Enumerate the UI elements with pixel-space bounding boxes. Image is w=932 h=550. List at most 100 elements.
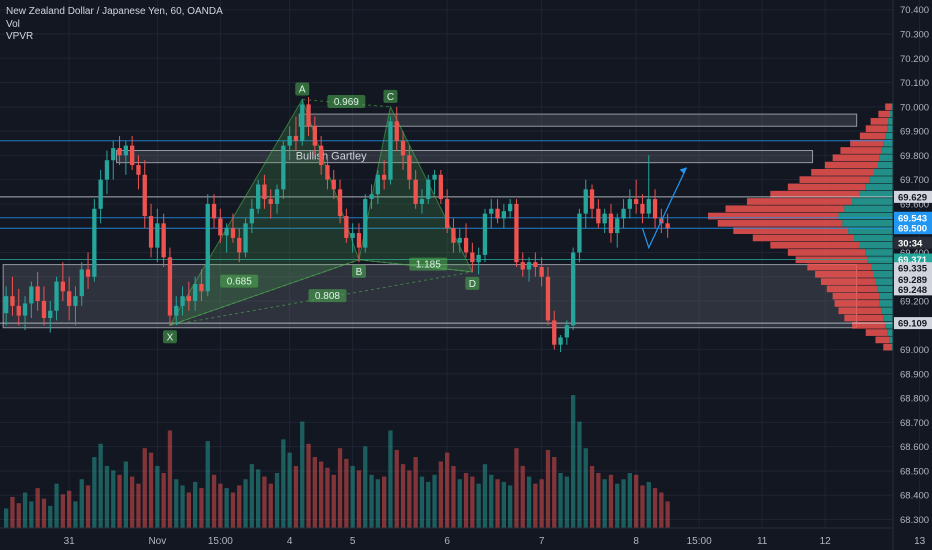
volume-bar — [419, 476, 425, 528]
vpvr-indicator-label[interactable]: VPVR — [6, 31, 34, 42]
volume-indicator-label[interactable]: Vol — [6, 18, 20, 30]
time-axis[interactable]: 31 Nov 15:00 4 5 6 7 8 15:00 11 12 13 — [0, 527, 926, 547]
candle-body — [142, 174, 147, 217]
price-label-bg — [894, 262, 932, 275]
candle-body — [312, 126, 317, 146]
projection-line — [641, 167, 688, 250]
vpvr-row-up — [879, 300, 893, 307]
candle-body — [432, 174, 437, 180]
volume-bar — [161, 473, 166, 528]
volume-bar — [331, 474, 336, 528]
volume-bar — [526, 476, 532, 528]
vpvr-row-up — [854, 234, 893, 242]
volume-bar — [363, 446, 368, 528]
candle-body — [199, 284, 204, 292]
candle-body — [337, 189, 343, 217]
price-label: 69.500 — [898, 224, 927, 235]
price-tick-label: 68.900 — [900, 369, 929, 380]
time-tick-label: 11 — [757, 536, 768, 547]
pattern-point-label: B — [356, 267, 363, 278]
vpvr-row-up — [844, 205, 893, 213]
candle-body — [111, 148, 116, 161]
vpvr-row-down — [865, 125, 888, 133]
vpvr-row-down — [770, 190, 860, 198]
candle-body — [281, 145, 286, 190]
volume-bar — [268, 483, 273, 528]
candle-body — [482, 213, 488, 255]
candle-body — [98, 179, 103, 209]
candle-body — [92, 208, 97, 277]
candle-body — [564, 325, 569, 338]
volume-bar — [287, 452, 292, 528]
volume-bar — [495, 479, 500, 528]
volume-bar — [356, 470, 362, 528]
price-label: 69.289 — [898, 275, 927, 286]
candle-body — [445, 199, 450, 229]
pattern-point-label: X — [167, 332, 174, 343]
candle-body — [161, 223, 166, 258]
vpvr-row-up — [890, 110, 893, 118]
candle-body — [148, 216, 154, 248]
volume-bar — [583, 448, 588, 528]
pattern-point-label-bg — [162, 330, 177, 344]
candle-body — [117, 148, 122, 156]
candle-body — [287, 135, 292, 146]
vpvr-row-up — [879, 292, 893, 300]
zone-rectangle — [116, 150, 814, 164]
vpvr-row-up — [842, 219, 893, 227]
vpvr-row-down — [799, 176, 870, 183]
vpvr-row-up — [859, 190, 893, 198]
zone-rectangle — [298, 113, 858, 127]
volume-bar — [533, 483, 538, 528]
candle-body — [237, 237, 242, 253]
candle-body — [526, 262, 532, 270]
volume-bar — [281, 439, 286, 528]
volume-bar — [136, 483, 141, 528]
pattern-point-label-bg — [383, 89, 398, 103]
volume-bar — [274, 473, 280, 528]
candle-body — [489, 208, 494, 214]
candle-body — [174, 305, 179, 316]
volume-bar — [111, 470, 116, 528]
vpvr-row-down — [878, 110, 891, 118]
vpvr-row-down — [717, 219, 843, 227]
volume-bar — [470, 476, 475, 528]
price-tick-label: 70.000 — [900, 102, 929, 113]
price-tick-label: 69.000 — [900, 345, 929, 356]
price-tick-label: 68.600 — [900, 442, 929, 453]
vpvr-row-down — [807, 263, 872, 271]
volume-bar — [627, 473, 632, 528]
volume-bar — [432, 474, 437, 528]
price-label-bg — [894, 283, 932, 296]
vpvr-row-down — [746, 198, 853, 205]
candle-body — [10, 296, 15, 306]
vpvr-row-up — [888, 118, 893, 125]
price-label: 69.543 — [898, 213, 927, 224]
pattern-triangle — [168, 98, 360, 327]
price-tick-label: 69.200 — [900, 297, 929, 308]
vpvr-row-down — [787, 249, 866, 256]
candle-body — [375, 174, 380, 195]
volume-bar — [400, 464, 406, 528]
candle-body — [596, 208, 601, 224]
candle-body — [382, 174, 387, 180]
candle-body — [136, 165, 141, 175]
candle-body — [356, 233, 362, 248]
volume-bar — [564, 476, 569, 528]
time-tick-label: 15:00 — [208, 536, 233, 547]
volume-bar — [350, 465, 355, 528]
pattern-ratio-label: 0.969 — [334, 97, 359, 108]
candle-body — [463, 237, 469, 253]
volume-bar — [589, 465, 595, 528]
candle-body — [205, 203, 210, 292]
volume-bar — [552, 457, 557, 528]
pattern-point-label-bg — [465, 276, 480, 290]
candle-body — [54, 281, 59, 311]
price-tick-label: 70.200 — [900, 54, 929, 65]
price-axis[interactable]: 70.400 70.300 70.200 70.100 70.000 69.900 69.8… — [892, 0, 929, 550]
vpvr-row-up — [871, 263, 893, 271]
symbol-title[interactable]: New Zealand Dollar / Japanese Yen, 60, O… — [6, 6, 223, 17]
pattern-ratio-label: 0.685 — [227, 277, 252, 288]
